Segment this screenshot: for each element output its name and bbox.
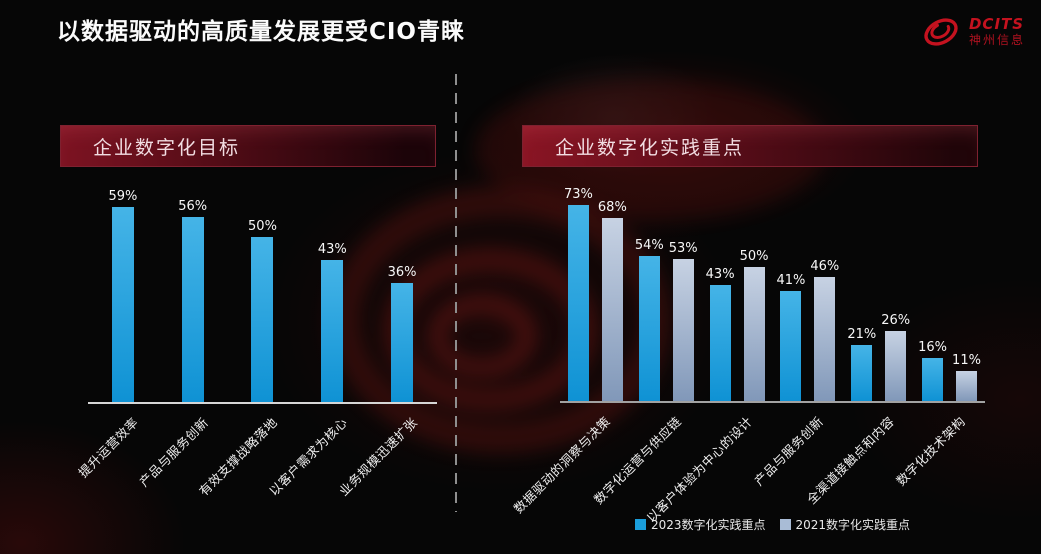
category-label: 产品与服务创新 xyxy=(135,414,211,490)
legend-item: 2021数字化实践重点 xyxy=(779,516,911,533)
category-label: 数字化技术架构 xyxy=(892,413,968,489)
bar-column: 11% xyxy=(952,353,981,401)
bar xyxy=(672,259,694,401)
bar-value-label: 73% xyxy=(564,187,593,202)
bar-group: 41% 46% 产品与服务创新 xyxy=(751,188,843,489)
bar-group: 54% 53% 数字化运营与供应链 xyxy=(591,188,702,507)
bar-column: 59% xyxy=(108,189,137,402)
bar-value-label: 68% xyxy=(597,200,627,215)
bar-column: 68% xyxy=(598,200,627,401)
bar-value-label: 41% xyxy=(776,273,806,288)
bar xyxy=(181,217,204,402)
dcits-logo: DCITS 神州信息 xyxy=(919,10,1025,54)
bar-value-label: 53% xyxy=(668,241,698,256)
legend-swatch xyxy=(634,519,646,530)
legend-item: 2023数字化实践重点 xyxy=(634,516,766,533)
dcits-company-text: 神州信息 xyxy=(968,32,1025,47)
bar-group: 43% 以客户需求为核心 xyxy=(266,189,367,499)
bar-value-label: 11% xyxy=(952,353,981,368)
bar xyxy=(743,267,765,401)
bar-value-label: 59% xyxy=(108,189,138,204)
bar xyxy=(885,331,907,401)
bar-column: 50% xyxy=(739,249,769,401)
practices-chart-legend: 2023数字化实践重点 2021数字化实践重点 xyxy=(560,516,985,533)
bar xyxy=(851,345,873,401)
bar-column: 43% xyxy=(318,242,347,402)
bar xyxy=(391,283,414,402)
bar-column: 54% xyxy=(635,238,664,401)
bar-value-label: 43% xyxy=(317,242,347,257)
category-label: 提升运营效率 xyxy=(75,414,142,481)
bar-column: 43% xyxy=(706,267,735,401)
bar-group: 16% 11% 数字化技术架构 xyxy=(893,188,985,489)
bar-group: 56% 产品与服务创新 xyxy=(136,189,228,490)
bar xyxy=(638,256,660,401)
bar-value-label: 54% xyxy=(634,238,664,253)
bar-column: 73% xyxy=(564,187,593,401)
right-chart-title: 企业数字化实践重点 xyxy=(555,136,745,159)
bar xyxy=(780,291,802,401)
bar-group: 59% 提升运营效率 xyxy=(75,189,158,480)
bar xyxy=(251,237,274,402)
bar-value-label: 46% xyxy=(810,259,840,274)
bar-column: 53% xyxy=(669,241,698,401)
bar-value-label: 43% xyxy=(705,267,735,282)
legend-label: 2021数字化实践重点 xyxy=(795,518,911,532)
bar-column: 46% xyxy=(810,259,839,401)
bar xyxy=(111,207,134,402)
dcits-logo-icon xyxy=(924,18,958,46)
bar xyxy=(321,260,344,402)
bar-column: 26% xyxy=(881,313,910,401)
bar xyxy=(956,371,977,401)
left-section-header: 企业数字化目标 xyxy=(60,125,436,167)
bar-column: 56% xyxy=(178,199,207,402)
bar-column: 41% xyxy=(776,273,805,401)
dcits-brand-text: DCITS xyxy=(968,15,1025,34)
bar-value-label: 56% xyxy=(178,199,208,214)
bar xyxy=(814,277,836,401)
bar xyxy=(567,205,589,401)
bar xyxy=(601,218,623,401)
bar-value-label: 50% xyxy=(248,219,277,234)
section-divider-dashed-line xyxy=(455,74,457,512)
bar-column: 36% xyxy=(388,265,417,402)
category-label: 业务规模迅速扩张 xyxy=(336,414,421,499)
bar xyxy=(922,358,944,401)
right-section-header: 企业数字化实践重点 xyxy=(522,125,978,167)
bar-group: 73% 68% 数据驱动的洞察与决策 xyxy=(511,187,631,516)
bar-value-label: 26% xyxy=(881,313,911,328)
bar-group: 43% 50% 以客户体验为中心的设计 xyxy=(644,188,773,525)
left-chart-title: 企业数字化目标 xyxy=(93,136,241,159)
legend-label: 2023数字化实践重点 xyxy=(650,518,766,532)
bar-value-label: 50% xyxy=(739,249,769,264)
category-label: 产品与服务创新 xyxy=(751,413,827,489)
practices-bar-chart: 73% 68% 数据驱动的洞察与决策 54% 53% 数字化运营与供应链 43% 50% 以客户… xyxy=(511,187,985,525)
goals-bar-chart: 59% 提升运营效率 56% 产品与服务创新 50% 有效支撑战略落地 43% 以客户需求为核… xyxy=(75,189,437,499)
bar-column: 21% xyxy=(847,327,876,401)
bar-group: 36% 业务规模迅速扩张 xyxy=(336,189,437,499)
bar-column: 50% xyxy=(248,219,277,402)
legend-swatch xyxy=(779,519,791,530)
page-title: 以数据驱动的高质量发展更受CIO青睐 xyxy=(57,19,465,45)
bar-value-label: 16% xyxy=(918,340,948,355)
dcits-logo-text-block: DCITS 神州信息 xyxy=(969,16,1025,47)
bar xyxy=(709,285,731,401)
bar-value-label: 21% xyxy=(847,327,877,342)
bar-group: 21% 26% 全渠道接触点和内容 xyxy=(804,188,914,507)
bar-group: 50% 有效支撑战略落地 xyxy=(197,189,298,499)
bar-column: 16% xyxy=(918,340,947,401)
bar-value-label: 36% xyxy=(387,265,417,280)
